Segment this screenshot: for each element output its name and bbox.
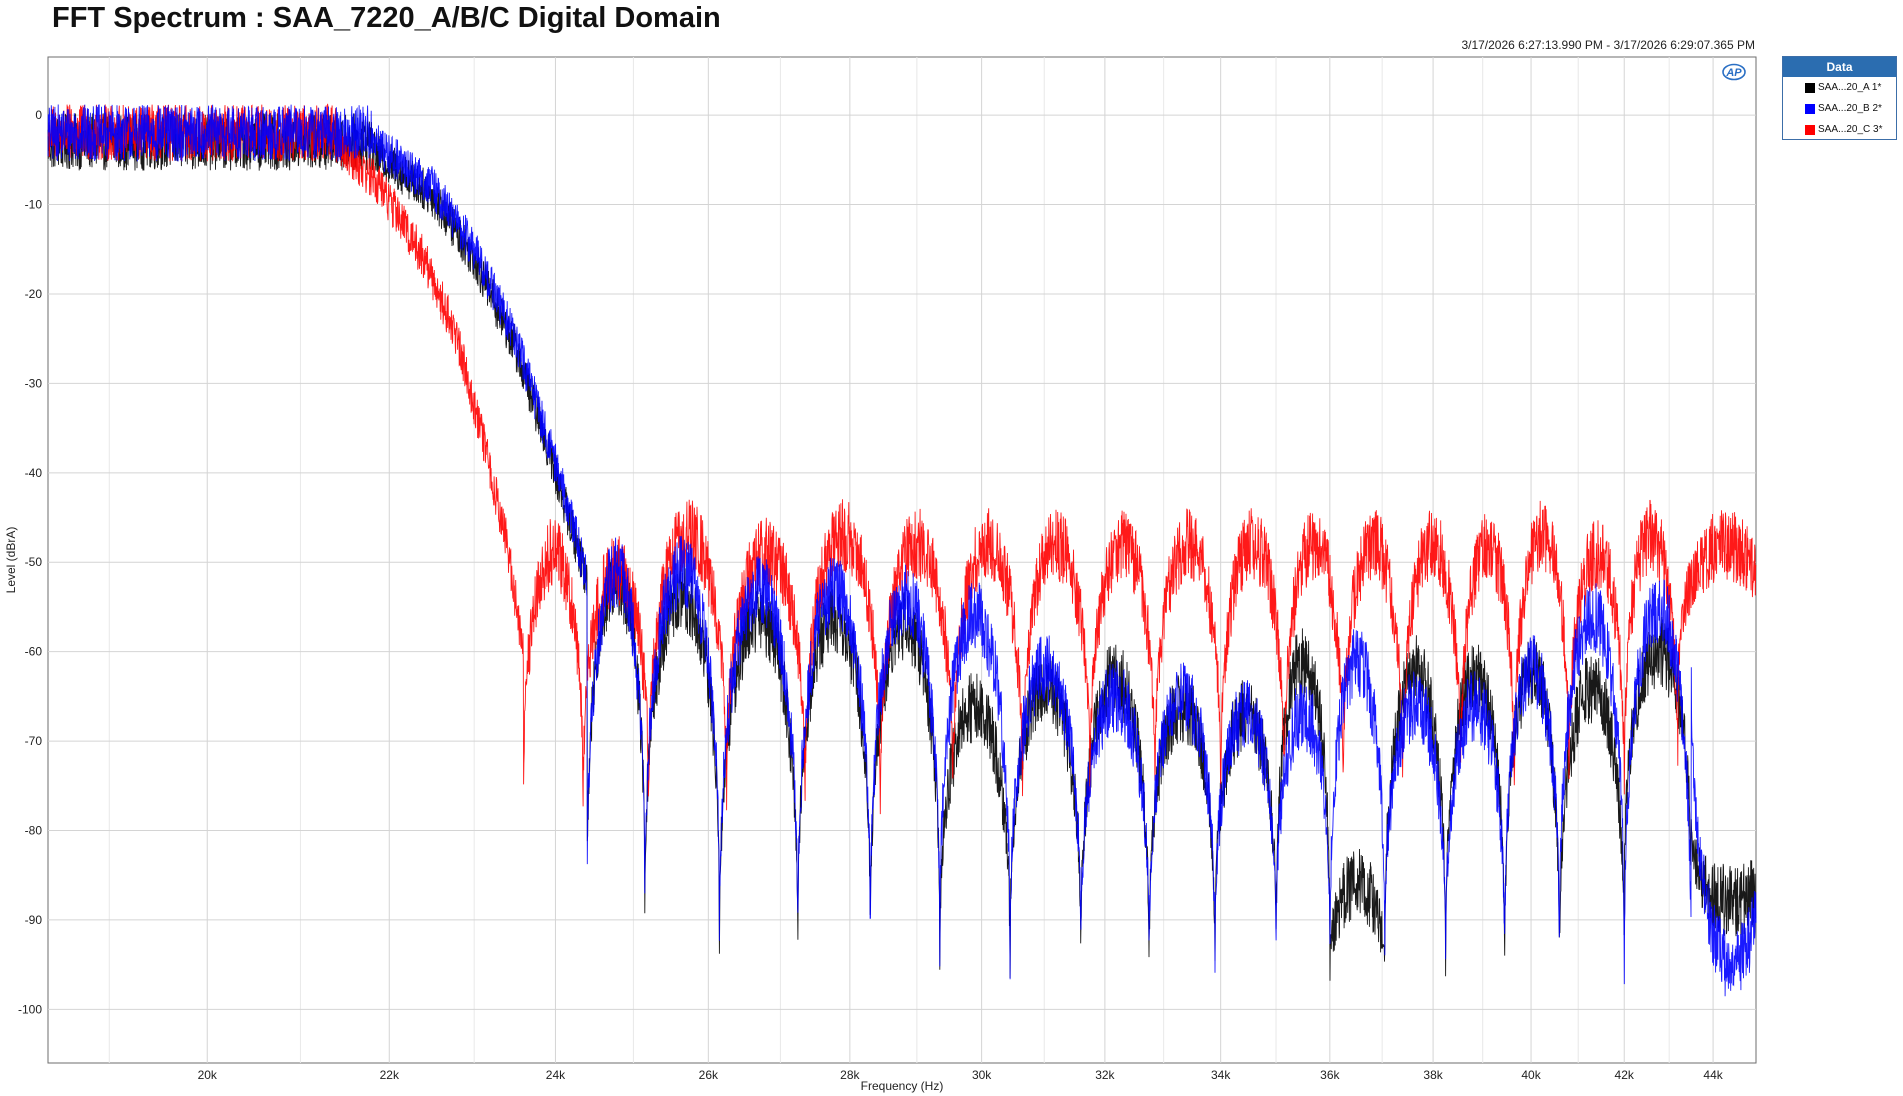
y-tick-label: -20 <box>25 287 43 301</box>
x-tick-label: 24k <box>546 1068 566 1082</box>
legend-swatch-a <box>1805 83 1815 93</box>
trace-series-1[interactable] <box>47 104 1757 997</box>
x-tick-label: 36k <box>1320 1068 1340 1082</box>
legend-item-a[interactable]: SAA...20_A 1* <box>1783 77 1896 98</box>
y-tick-label: -10 <box>25 198 43 212</box>
page-title: FFT Spectrum : SAA_7220_A/B/C Digital Do… <box>52 2 721 34</box>
legend-panel[interactable]: Data SAA...20_A 1* SAA...20_B 2* SAA...2… <box>1782 56 1897 140</box>
y-tick-label: -100 <box>18 1002 42 1016</box>
tick-labels: 0 -10 -20 -30 -40 -50 -60 -70 -80 -90 -100 20k 22k 24… <box>18 108 1724 1082</box>
x-tick-label: 30k <box>972 1068 992 1082</box>
legend-title: Data <box>1783 57 1896 77</box>
y-tick-label: -40 <box>25 466 43 480</box>
trace-group[interactable] <box>47 103 1757 997</box>
legend-item-c[interactable]: SAA...20_C 3* <box>1783 119 1896 140</box>
y-tick-label: -70 <box>25 734 43 748</box>
y-tick-label: -90 <box>25 913 43 927</box>
legend-label-a: SAA...20_A 1* <box>1818 82 1882 93</box>
legend-swatch-c <box>1805 125 1815 135</box>
x-tick-label: 32k <box>1095 1068 1115 1082</box>
ap-logo-icon: AP <box>1722 63 1746 81</box>
legend-item-b[interactable]: SAA...20_B 2* <box>1783 98 1896 119</box>
legend-swatch-b <box>1805 104 1815 114</box>
y-tick-label: -50 <box>25 555 43 569</box>
x-tick-label: 40k <box>1521 1068 1541 1082</box>
legend-label-c: SAA...20_C 3* <box>1818 124 1883 135</box>
ap-logo-text: AP <box>1725 67 1742 79</box>
x-tick-label: 44k <box>1703 1068 1723 1082</box>
x-tick-label: 26k <box>699 1068 719 1082</box>
grid-lines <box>48 57 1756 1063</box>
y-tick-label: 0 <box>35 108 42 122</box>
x-axis-label: Frequency (Hz) <box>861 1079 944 1093</box>
x-tick-label: 34k <box>1211 1068 1231 1082</box>
x-tick-label: 28k <box>840 1068 860 1082</box>
y-tick-label: -30 <box>25 376 43 390</box>
measurement-timestamp: 3/17/2026 6:27:13.990 PM - 3/17/2026 6:2… <box>1461 38 1755 52</box>
legend-label-b: SAA...20_B 2* <box>1818 103 1882 114</box>
x-tick-label: 42k <box>1615 1068 1635 1082</box>
y-axis-label: Level (dBrA) <box>4 527 18 594</box>
x-tick-label: 22k <box>380 1068 400 1082</box>
y-tick-label: -60 <box>25 645 43 659</box>
x-tick-label: 38k <box>1423 1068 1443 1082</box>
y-tick-label: -80 <box>25 824 43 838</box>
x-tick-label: 20k <box>198 1068 218 1082</box>
